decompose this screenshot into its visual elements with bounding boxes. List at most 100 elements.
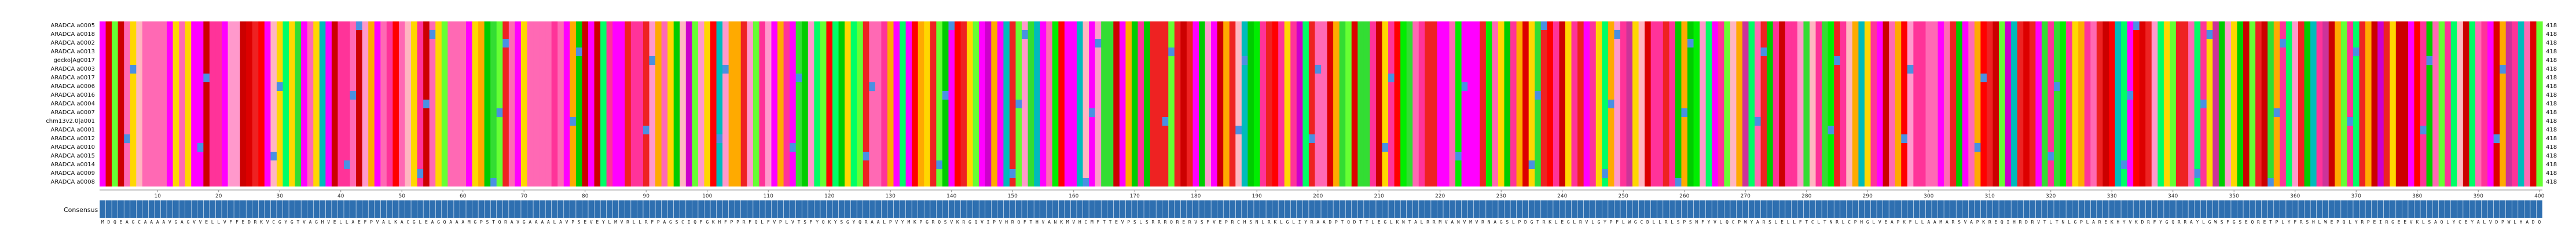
residue-cell	[2475, 74, 2482, 82]
residue-cell	[2047, 74, 2054, 82]
residue-cell	[1388, 47, 1395, 56]
residue-cell	[2176, 65, 2183, 74]
residue-cell	[1058, 117, 1065, 126]
residue-cell	[1608, 30, 1614, 39]
residue-cell	[2395, 108, 2402, 117]
residue-cell	[203, 126, 210, 134]
residue-cell	[1540, 108, 1547, 117]
residue-cell	[582, 108, 589, 117]
residue-cell	[362, 82, 369, 91]
residue-cell	[1430, 117, 1438, 126]
residue-cell	[1992, 91, 1999, 100]
residue-cell	[2188, 65, 2195, 74]
residue-cell	[2414, 65, 2421, 74]
residue-cell	[1418, 108, 1425, 117]
residue-cell	[234, 82, 241, 91]
residue-cell	[417, 74, 424, 82]
residue-cell	[887, 82, 894, 91]
residue-cell	[1028, 39, 1034, 47]
residue-cell	[313, 47, 320, 56]
residue-cell	[1034, 47, 1041, 56]
residue-cell	[520, 100, 528, 108]
residue-cell	[563, 21, 570, 30]
residue-cell	[1186, 91, 1194, 100]
residue-cell	[1944, 74, 1951, 82]
residue-cell	[2060, 74, 2067, 82]
residue-cell	[282, 56, 289, 65]
residue-cell	[716, 100, 723, 108]
residue-cell	[1602, 108, 1609, 117]
residue-cell	[1986, 47, 1994, 56]
residue-cell	[1620, 30, 1627, 39]
residue-cell	[282, 30, 289, 39]
residue-cell	[1736, 91, 1743, 100]
residue-cell	[1156, 108, 1163, 117]
residue-cell	[771, 65, 778, 74]
residue-cell	[1009, 100, 1017, 108]
residue-cell	[1925, 21, 1932, 30]
residue-cell	[527, 117, 534, 126]
residue-cell	[1437, 108, 1444, 117]
residue-cell	[246, 91, 253, 100]
residue-cell	[582, 82, 589, 91]
residue-cell	[1363, 74, 1370, 82]
residue-cell	[863, 47, 869, 56]
residue-cell	[771, 126, 778, 134]
residue-cell	[1266, 56, 1273, 65]
residue-cell	[362, 39, 369, 47]
residue-cell	[2383, 108, 2390, 117]
residue-cell	[2518, 100, 2524, 108]
residue-cell	[295, 65, 302, 74]
residue-cell	[1156, 65, 1163, 74]
residue-cell	[179, 39, 186, 47]
residue-cell	[1058, 47, 1065, 56]
residue-cell	[1009, 117, 1017, 126]
residue-cell	[1620, 39, 1627, 47]
residue-cell	[1595, 74, 1602, 82]
residue-cell	[1375, 21, 1383, 30]
residue-cell	[710, 108, 717, 117]
residue-cell	[222, 108, 229, 117]
residue-cell	[2390, 47, 2397, 56]
residue-cell	[783, 47, 790, 56]
residue-cell	[2060, 82, 2067, 91]
residue-cell	[1388, 21, 1395, 30]
residue-cell	[716, 47, 723, 56]
residue-cell	[1388, 108, 1395, 117]
residue-cell	[1681, 30, 1688, 39]
residue-cell	[325, 100, 332, 108]
residue-cell	[1992, 100, 1999, 108]
residue-cell	[1082, 108, 1089, 117]
residue-cell	[618, 30, 625, 39]
residue-cell	[808, 117, 814, 126]
residue-cell	[270, 65, 277, 74]
residue-cell	[1687, 39, 1694, 47]
residue-cell	[411, 91, 418, 100]
residue-cell	[130, 65, 137, 74]
residue-cell	[2383, 30, 2390, 39]
residue-cell	[1205, 74, 1212, 82]
residue-cell	[1363, 91, 1370, 100]
residue-cell	[612, 126, 619, 134]
residue-cell	[1412, 74, 1419, 82]
residue-cell	[344, 117, 351, 126]
residue-cell	[1418, 56, 1425, 65]
residue-cell	[2225, 39, 2232, 47]
residue-cell	[1028, 21, 1034, 30]
residue-cell	[2230, 65, 2238, 74]
residue-cell	[753, 74, 759, 82]
residue-cell	[1308, 47, 1316, 56]
residue-cell	[105, 74, 112, 82]
residue-cell	[356, 82, 363, 91]
residue-cell	[435, 126, 442, 134]
residue-cell	[1791, 65, 1798, 74]
residue-cell	[1810, 39, 1817, 47]
residue-cell	[625, 117, 632, 126]
residue-cell	[1473, 82, 1480, 91]
residue-cell	[2359, 21, 2366, 30]
residue-cell	[1485, 47, 1492, 56]
residue-cell	[1290, 21, 1297, 30]
residue-cell	[2188, 74, 2195, 82]
residue-cell	[1755, 56, 1762, 65]
residue-cell	[1540, 47, 1547, 56]
